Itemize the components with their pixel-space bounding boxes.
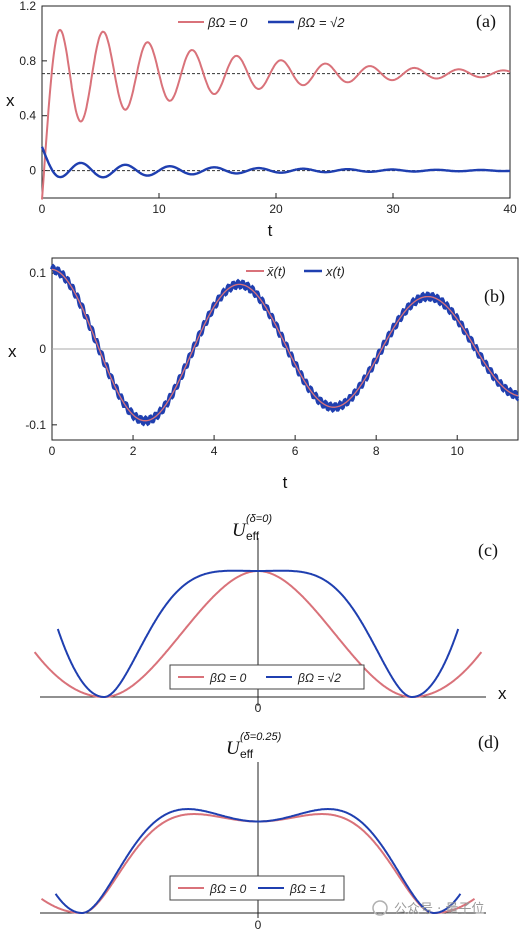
panel-b: 0 2 4 6 8 10-0.100.1 x t (b) x̄(t) x(t) <box>8 257 520 492</box>
panel-b-ticks: 0 2 4 6 8 10-0.100.1 <box>25 266 464 458</box>
panel-d: U eff (δ=0.25) (d) 0 βΩ = 0 βΩ = 1 公众号 ·… <box>40 731 499 932</box>
panel-c-title-sup: (δ=0) <box>246 513 272 525</box>
panel-d-title-sub: eff <box>240 747 254 761</box>
panel-a-xlabel: t <box>268 221 273 240</box>
panel-a-legend-label-2: βΩ = √2 <box>297 15 345 30</box>
panel-b-series-xbar <box>52 268 519 422</box>
panel-c-xlabel: x <box>498 684 507 703</box>
panel-a-series-red <box>41 28 511 200</box>
panel-c-legend-label-1: βΩ = 0 <box>209 671 247 685</box>
panel-c-label: (c) <box>478 540 498 561</box>
watermark-wechat-icon <box>372 900 388 916</box>
panel-a-series-blue <box>40 146 510 179</box>
panel-b-legend: x̄(t) x(t) <box>246 264 345 279</box>
x-tick-label: 0 <box>49 444 56 458</box>
panel-c-title-u: U <box>232 520 247 541</box>
x-tick-label: 20 <box>269 202 283 216</box>
panel-a-legend: βΩ = 0 βΩ = √2 <box>178 15 345 30</box>
panel-c-zero-tick: 0 <box>255 701 262 715</box>
panel-a-ticks: 0 10 20 30 40 0 0.4 0.8 1.2 <box>19 0 517 216</box>
panel-c-legend-label-2: βΩ = √2 <box>297 671 341 685</box>
x-tick-label: 4 <box>211 444 218 458</box>
y-tick-label: 0 <box>29 164 36 178</box>
x-tick-label: 6 <box>292 444 299 458</box>
x-tick-label: 8 <box>373 444 380 458</box>
panel-c-legend: βΩ = 0 βΩ = √2 <box>169 664 365 690</box>
panel-c-series-blue <box>56 569 460 698</box>
panel-b-legend-label-1: x̄(t) <box>266 264 286 279</box>
panel-d-legend-label-2: βΩ = 1 <box>289 882 326 896</box>
x-tick-label: 10 <box>451 444 465 458</box>
panel-b-legend-label-2: x(t) <box>325 264 345 279</box>
y-tick-label: 1.2 <box>19 0 36 13</box>
x-tick-label: 30 <box>386 202 400 216</box>
y-tick-label: 0.1 <box>29 266 46 280</box>
x-tick-label: 40 <box>503 202 517 216</box>
panel-a-ylabel: x <box>6 91 15 110</box>
y-tick-label: 0 <box>39 342 46 356</box>
watermark: 公众号 · 量子位 <box>372 900 484 917</box>
watermark-text: 公众号 · 量子位 <box>394 902 484 917</box>
panel-d-title-u: U <box>226 738 241 759</box>
y-tick-label: 0.4 <box>19 109 36 123</box>
panel-d-title-sup: (δ=0.25) <box>240 731 282 743</box>
panel-c: U eff (δ=0) (c) x 0 βΩ = 0 βΩ = √2 <box>33 513 507 715</box>
panel-a-legend-label-1: βΩ = 0 <box>207 15 248 30</box>
panel-d-legend: βΩ = 0 βΩ = 1 <box>169 875 345 901</box>
panel-b-ylabel: x <box>8 342 17 361</box>
panel-b-xlabel: t <box>283 473 288 492</box>
panel-d-zero-tick: 0 <box>255 918 262 932</box>
x-tick-label: 0 <box>39 202 46 216</box>
panel-d-series-blue <box>54 808 462 914</box>
y-tick-label: -0.1 <box>25 418 46 432</box>
panel-a: 0 10 20 30 40 0 0.4 0.8 1.2 x t (a) βΩ = 0 βΩ = … <box>6 0 517 240</box>
x-tick-label: 2 <box>130 444 137 458</box>
y-tick-label: 0.8 <box>19 54 36 68</box>
x-tick-label: 10 <box>152 202 166 216</box>
panel-d-label: (d) <box>478 732 499 753</box>
panel-a-label: (a) <box>476 11 496 32</box>
panel-c-title-sub: eff <box>246 529 260 543</box>
panel-d-legend-label-1: βΩ = 0 <box>209 882 247 896</box>
panel-b-label: (b) <box>484 286 505 307</box>
